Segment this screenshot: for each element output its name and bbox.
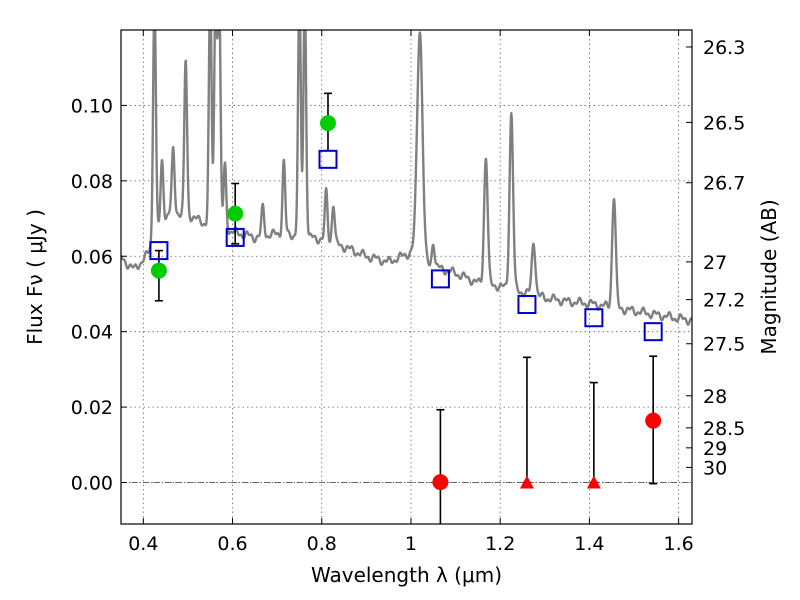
- y-tick-label: 0.08: [71, 171, 113, 193]
- right-tick-label: 28.5: [703, 418, 745, 440]
- x-tick-label: 1.4: [574, 533, 604, 555]
- data-point-circle: [319, 115, 336, 132]
- plot-frame: [120, 29, 693, 525]
- right-tick-label: 26.7: [703, 173, 745, 195]
- data-point-square: [149, 241, 169, 261]
- y-tick-label: 0.00: [71, 473, 113, 495]
- right-tick-label: 30: [703, 457, 727, 479]
- x-tick-label: 0.8: [307, 533, 337, 555]
- x-tick-label: 1.6: [664, 533, 694, 555]
- data-point-triangle: [519, 475, 534, 489]
- data-point-circle: [150, 262, 167, 279]
- data-point-square: [318, 149, 338, 169]
- right-tick-label: 27: [703, 252, 727, 274]
- data-markers: [149, 115, 663, 491]
- right-tick-label: 27.5: [703, 334, 745, 356]
- x-axis-label: Wavelength λ (μm): [311, 563, 502, 587]
- spectrum-line: [121, 30, 692, 326]
- axis-ticks: 0.4 0.6 0.8 1 1.2 1.4 1.6 0.00 0.02 0.04 0.06 0.08 0…: [71, 30, 745, 555]
- x-tick-label: 1: [405, 533, 417, 555]
- data-point-circle: [645, 412, 662, 429]
- right-tick-label: 27.2: [703, 290, 745, 312]
- data-point-square: [643, 322, 663, 342]
- x-tick-label: 0.4: [128, 533, 158, 555]
- y-tick-label: 0.02: [71, 397, 113, 419]
- grid-lines: [121, 30, 692, 524]
- error-bars: [154, 92, 658, 524]
- right-tick-label: 26.3: [703, 37, 745, 59]
- data-point-square: [430, 269, 450, 289]
- data-point-square: [584, 308, 604, 328]
- data-point-square: [517, 295, 537, 315]
- x-tick-label: 0.6: [217, 533, 247, 555]
- y-tick-label: 0.10: [71, 95, 113, 117]
- data-point-square: [225, 227, 245, 247]
- data-point-circle: [227, 205, 244, 222]
- right-tick-label: 28: [703, 386, 727, 408]
- data-point-triangle: [586, 475, 601, 489]
- x-tick-label: 1.2: [485, 533, 515, 555]
- right-axis-label: Magnitude (AB): [757, 199, 781, 354]
- data-point-circle: [432, 474, 449, 491]
- y-tick-label: 0.06: [71, 246, 113, 268]
- y-tick-label: 0.04: [71, 322, 113, 344]
- y-axis-label: Flux Fν ( μJy ): [23, 209, 47, 345]
- spectrum-plot: [121, 30, 692, 326]
- right-tick-label: 29: [703, 438, 727, 460]
- right-tick-label: 26.5: [703, 112, 745, 134]
